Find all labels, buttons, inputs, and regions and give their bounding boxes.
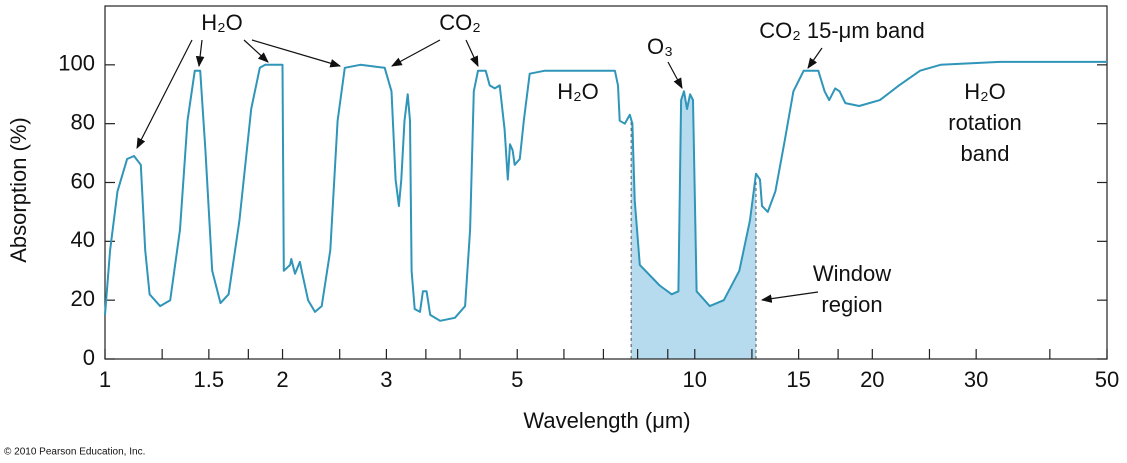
y-tick-label: 100 <box>58 51 95 76</box>
x-tick-label: 30 <box>964 367 988 392</box>
annotation: CO₂ <box>439 10 481 35</box>
y-tick-label: 20 <box>71 286 95 311</box>
annotation: O₃ <box>647 34 673 59</box>
x-tick-label: 20 <box>860 367 884 392</box>
window-area <box>631 91 756 359</box>
x-tick-label: 3 <box>380 367 392 392</box>
x-tick-label: 10 <box>683 367 707 392</box>
annotation-arrow <box>807 47 823 69</box>
annotation: band <box>961 141 1010 166</box>
x-tick-label: 15 <box>786 367 810 392</box>
x-tick-label: 50 <box>1095 367 1119 392</box>
annotation: H₂O <box>201 10 243 35</box>
x-tick-label: 2 <box>276 367 288 392</box>
annotation: CO₂ 15-μm band <box>759 18 925 43</box>
annotation: H₂O <box>557 79 599 104</box>
y-tick-label: 80 <box>71 109 95 134</box>
annotation: rotation <box>948 110 1021 135</box>
annotation: Window <box>813 261 891 286</box>
x-tick-label: 5 <box>511 367 523 392</box>
annotation-arrow <box>195 39 205 68</box>
x-tick-label: 1 <box>99 367 111 392</box>
annotation-arrow <box>667 61 683 89</box>
annotation-arrow <box>760 291 819 303</box>
y-tick-label: 60 <box>71 168 95 193</box>
y-tick-label: 0 <box>83 345 95 370</box>
x-axis-label: Wavelength (μm) <box>523 408 690 433</box>
absorption-line <box>104 60 1107 322</box>
y-tick-label: 40 <box>71 227 95 252</box>
annotation-arrow <box>465 39 479 67</box>
plot-frame <box>104 5 1108 360</box>
annotation-arrow <box>136 39 193 149</box>
credit: © 2010 Pearson Education, Inc. <box>4 447 145 458</box>
annotation-arrow <box>391 39 441 67</box>
x-tick-label: 1.5 <box>194 367 225 392</box>
annotation-arrow <box>251 39 342 68</box>
y-axis-label: Absorption (%) <box>6 117 31 263</box>
annotation: region <box>821 292 882 317</box>
annotation-arrow <box>243 39 269 63</box>
annotation: H₂O <box>964 79 1006 104</box>
